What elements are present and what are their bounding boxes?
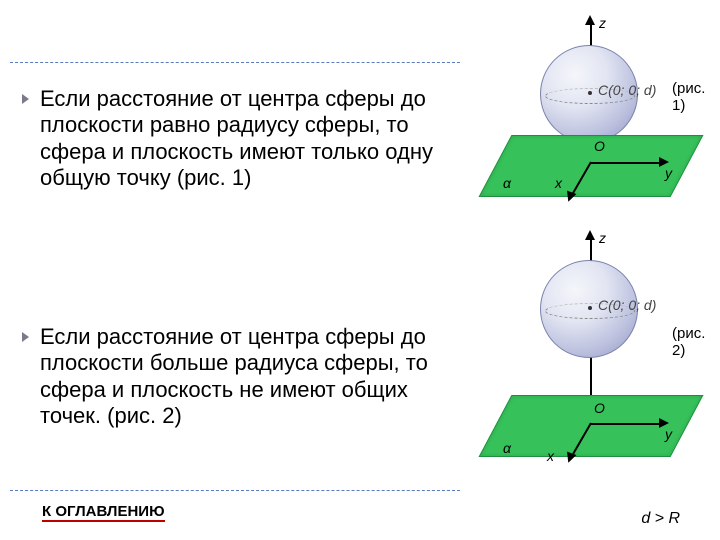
y-label-2: y xyxy=(665,426,672,442)
center-dot-1 xyxy=(588,91,592,95)
center-label-2: C(0; 0; d) xyxy=(598,297,656,313)
divider-bottom xyxy=(10,490,460,491)
origin-label-2: O xyxy=(594,400,605,416)
slide: { "layout": { "dash_top_y": 62, "dash_bo… xyxy=(0,0,720,540)
figure-1: z C(0; 0; d) O y x α xyxy=(495,15,685,215)
alpha-label-2: α xyxy=(503,440,511,456)
paragraph-1: Если расстояние от центра сферы до плоск… xyxy=(40,86,470,192)
figure-1-caption: (рис. 1) xyxy=(672,80,720,114)
y-axis-1 xyxy=(590,162,662,164)
z-label-2: z xyxy=(599,230,606,246)
x-arrow-icon-2 xyxy=(564,452,577,465)
figure-2-caption: (рис. 2) xyxy=(672,325,720,359)
alpha-label-1: α xyxy=(503,175,511,191)
center-label-1: C(0; 0; d) xyxy=(598,82,656,98)
z-label: z xyxy=(599,15,606,31)
paragraph-2: Если расстояние от центра сферы до плоск… xyxy=(40,324,470,430)
x-arrow-icon xyxy=(564,191,577,204)
y-label-1: y xyxy=(665,165,672,181)
origin-label-1: O xyxy=(594,138,605,154)
bullet-marker-1 xyxy=(22,94,29,104)
formula: d > R xyxy=(641,510,680,528)
z-arrow-icon xyxy=(585,15,595,25)
x-label-2: x xyxy=(547,448,554,464)
center-dot-2 xyxy=(588,306,592,310)
y-axis-2 xyxy=(590,423,662,425)
toc-link[interactable]: К ОГЛАВЛЕНИЮ xyxy=(42,503,165,522)
x-label-1: x xyxy=(555,175,562,191)
z-arrow-icon-2 xyxy=(585,230,595,240)
divider-top xyxy=(10,62,460,63)
bullet-marker-2 xyxy=(22,332,29,342)
figure-2: z C(0; 0; d) O y x α xyxy=(495,230,685,480)
